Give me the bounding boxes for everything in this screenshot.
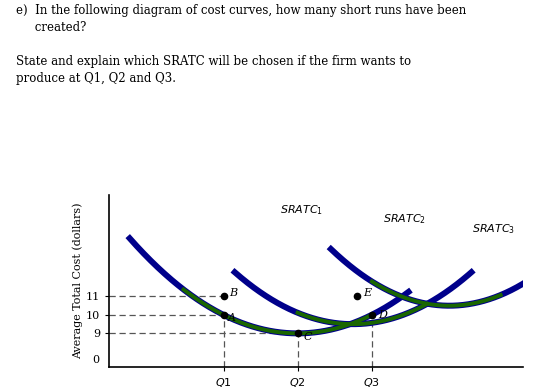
- Text: e)  In the following diagram of cost curves, how many short runs have been
     : e) In the following diagram of cost curv…: [16, 4, 467, 85]
- Text: B: B: [229, 287, 237, 298]
- Y-axis label: Average Total Cost (dollars): Average Total Cost (dollars): [72, 202, 83, 359]
- Text: E: E: [364, 287, 372, 298]
- Text: $SRATC_3$: $SRATC_3$: [472, 222, 515, 236]
- Text: D: D: [378, 310, 387, 320]
- Text: $SRATC_1$: $SRATC_1$: [280, 204, 323, 217]
- Text: 0: 0: [92, 355, 99, 365]
- Text: C: C: [304, 332, 312, 342]
- Text: $SRATC_2$: $SRATC_2$: [383, 213, 426, 227]
- Text: A: A: [228, 314, 236, 323]
